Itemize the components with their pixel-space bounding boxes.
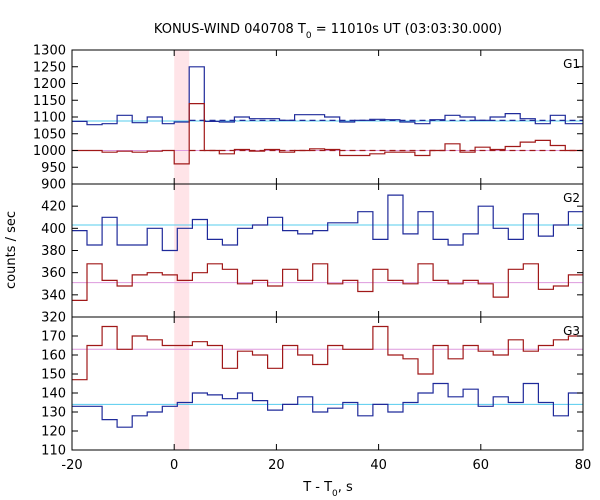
y-tick-label: 1150 xyxy=(33,94,66,109)
y-tick-label: 1200 xyxy=(33,77,66,92)
series-blue-line xyxy=(72,382,583,428)
series-blue-line xyxy=(72,194,583,252)
y-tick-label: 900 xyxy=(41,178,66,193)
series-blue-line xyxy=(72,66,583,126)
y-tick-label: 140 xyxy=(41,387,66,402)
y-axis-label: counts / sec xyxy=(4,211,19,289)
y-tick-label: 380 xyxy=(41,244,66,259)
x-tick-label: -20 xyxy=(61,458,82,473)
y-tick-label: 1300 xyxy=(33,44,66,59)
y-tick-label: 400 xyxy=(41,222,66,237)
panel-label: G2 xyxy=(563,191,580,205)
panel-frame xyxy=(71,316,584,451)
y-tick-label: 320 xyxy=(41,311,66,326)
y-tick-label: 150 xyxy=(41,368,66,383)
y-tick-label: 110 xyxy=(41,444,66,459)
x-tick-label: 40 xyxy=(370,458,387,473)
panel-label: G1 xyxy=(563,57,580,71)
y-tick-label: 360 xyxy=(41,266,66,281)
x-tick-label: 60 xyxy=(473,458,490,473)
x-tick-label: 20 xyxy=(268,458,285,473)
y-tick-label: 1050 xyxy=(33,127,66,142)
x-axis-label: T - T0, s xyxy=(302,480,353,499)
y-tick-label: 340 xyxy=(41,288,66,303)
panel-g2: 320 340 360 380 400 420 G2 xyxy=(41,183,584,326)
chart-title: KONUS-WIND 040708 T0 = 11010s UT (03:03:… xyxy=(154,22,502,41)
shaded-interval xyxy=(174,184,190,317)
x-tick-label: 80 xyxy=(575,458,592,473)
shaded-interval xyxy=(174,317,190,450)
y-tick-label: 130 xyxy=(41,406,66,421)
y-tick-label: 170 xyxy=(41,330,66,345)
y-tick-label: 950 xyxy=(41,161,66,176)
y-tick-label: 1000 xyxy=(33,144,66,159)
series-red-line xyxy=(72,263,583,301)
x-axis-label-prefix: T - T xyxy=(302,480,332,495)
panel-g3: 110 120 130 140 150 160 170 G3 xyxy=(41,316,584,459)
chart-title-subscript: 0 xyxy=(306,31,312,41)
y-tick-label: 120 xyxy=(41,425,66,440)
chart-title-prefix: KONUS-WIND 040708 T xyxy=(154,22,306,37)
y-tick-label: 1250 xyxy=(33,60,66,75)
x-axis-label-suffix: , s xyxy=(338,480,353,495)
y-tick-label: 160 xyxy=(41,349,66,364)
series-red-line xyxy=(72,325,583,381)
y-tick-label: 420 xyxy=(41,200,66,215)
series-red-line xyxy=(72,103,583,165)
x-tick-label: 0 xyxy=(170,458,178,473)
panels-group: 9009501000105011001150120012501300G13203… xyxy=(33,44,591,474)
y-tick-label: 1100 xyxy=(33,111,66,126)
chart-title-suffix: = 11010s UT (03:03:30.000) xyxy=(312,22,502,37)
panel-label: G3 xyxy=(563,324,580,338)
x-axis-label-subscript: 0 xyxy=(332,489,338,499)
